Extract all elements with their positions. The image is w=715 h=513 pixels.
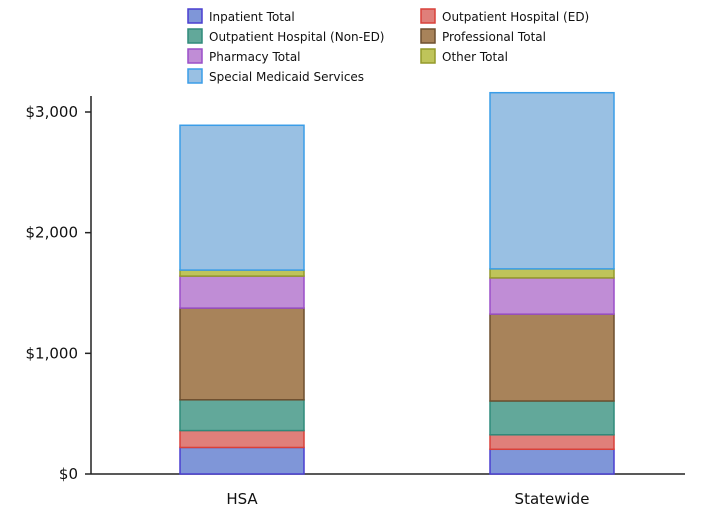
legend-item-other-total: Other Total	[420, 48, 508, 64]
x-tick-label-hsa: HSA	[226, 490, 258, 508]
bar-segment-outpatient-hospital-ed	[179, 429, 305, 449]
bar-segment-other-total	[179, 269, 305, 277]
legend-item-outpatient-hospital-non-ed: Outpatient Hospital (Non-ED)	[187, 28, 385, 44]
legend-swatch	[420, 28, 436, 44]
legend-label: Special Medicaid Services	[209, 70, 364, 84]
bar-segment-outpatient-hospital-ed	[489, 434, 615, 451]
bar-stack-hsa	[179, 124, 305, 475]
legend-swatch	[187, 28, 203, 44]
y-tick-label: $2,000	[26, 224, 79, 242]
legend-label: Pharmacy Total	[209, 50, 301, 64]
legend-swatch	[420, 48, 436, 64]
legend-item-special-medicaid-services: Special Medicaid Services	[187, 68, 364, 84]
legend-item-professional-total: Professional Total	[420, 28, 546, 44]
bar-segment-inpatient-total	[489, 448, 615, 475]
legend: Inpatient Total Outpatient Hospital (ED) O…	[187, 8, 589, 84]
y-tick-label: $0	[59, 465, 78, 483]
y-ticks: $0 $1,000 $2,000 $3,000	[26, 103, 91, 483]
bar-segment-pharmacy-total	[489, 277, 615, 315]
legend-swatch	[187, 68, 203, 84]
x-tick-label-statewide: Statewide	[515, 490, 590, 508]
legend-label: Outpatient Hospital (ED)	[442, 10, 589, 24]
legend-label: Professional Total	[442, 30, 546, 44]
bar-segment-special-medicaid-services	[179, 124, 305, 271]
bar-segment-other-total	[489, 268, 615, 279]
legend-swatch	[187, 48, 203, 64]
bar-segment-outpatient-hospital-non-ed	[179, 399, 305, 432]
legend-item-outpatient-hospital-ed: Outpatient Hospital (ED)	[420, 8, 589, 24]
y-tick-label: $1,000	[26, 344, 79, 362]
bars	[179, 91, 615, 475]
legend-label: Other Total	[442, 50, 508, 64]
bar-segment-professional-total	[489, 313, 615, 402]
bar-segment-pharmacy-total	[179, 275, 305, 309]
bar-segment-professional-total	[179, 307, 305, 401]
legend-label: Inpatient Total	[209, 10, 295, 24]
legend-swatch	[187, 8, 203, 24]
legend-swatch	[420, 8, 436, 24]
x-tick-labels: HSA Statewide	[226, 490, 589, 508]
legend-label: Outpatient Hospital (Non-ED)	[209, 30, 385, 44]
legend-item-inpatient-total: Inpatient Total	[187, 8, 295, 24]
y-tick-label: $3,000	[26, 103, 79, 121]
bar-segment-special-medicaid-services	[489, 91, 615, 270]
bar-segment-outpatient-hospital-non-ed	[489, 400, 615, 436]
bar-stack-statewide	[489, 91, 615, 475]
legend-item-pharmacy-total: Pharmacy Total	[187, 48, 301, 64]
bar-segment-inpatient-total	[179, 446, 305, 475]
